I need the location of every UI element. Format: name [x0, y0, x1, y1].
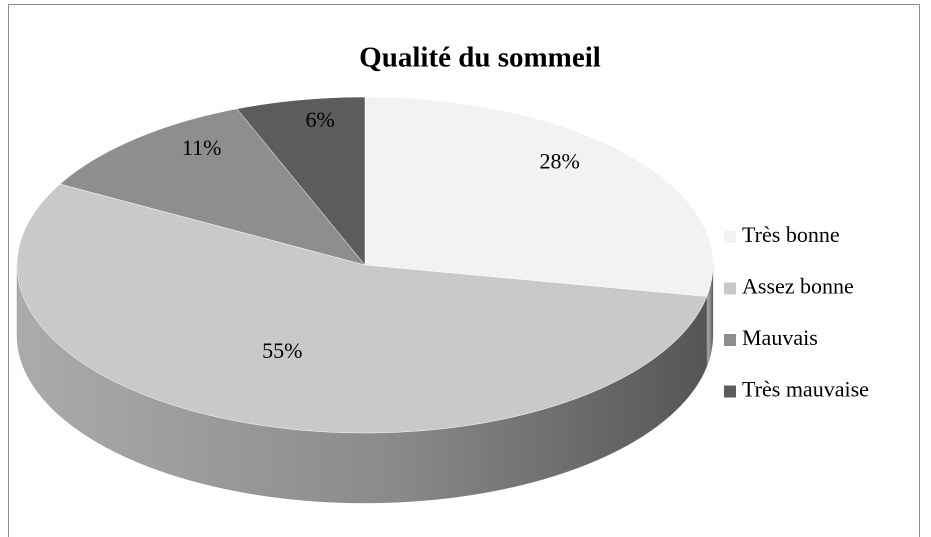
legend-label: Assez bonne — [742, 274, 854, 299]
legend-label: Très mauvaise — [742, 377, 869, 402]
legend-swatch — [724, 385, 736, 398]
legend-label: Mauvais — [742, 325, 818, 350]
pie-slice — [16, 183, 708, 434]
pie-slice — [59, 108, 366, 266]
data-label: 11% — [182, 135, 222, 160]
data-label: 28% — [539, 149, 579, 174]
legend-swatch — [724, 231, 736, 243]
data-label: 6% — [305, 107, 334, 132]
chart-title: Qualité du sommeil — [359, 42, 601, 74]
data-label: 55% — [262, 338, 302, 363]
pie-slice — [236, 96, 366, 266]
legend-swatch — [724, 282, 736, 295]
pie-slice — [364, 96, 714, 297]
legend-swatch — [724, 334, 736, 346]
legend-label: Très bonne — [742, 222, 840, 247]
